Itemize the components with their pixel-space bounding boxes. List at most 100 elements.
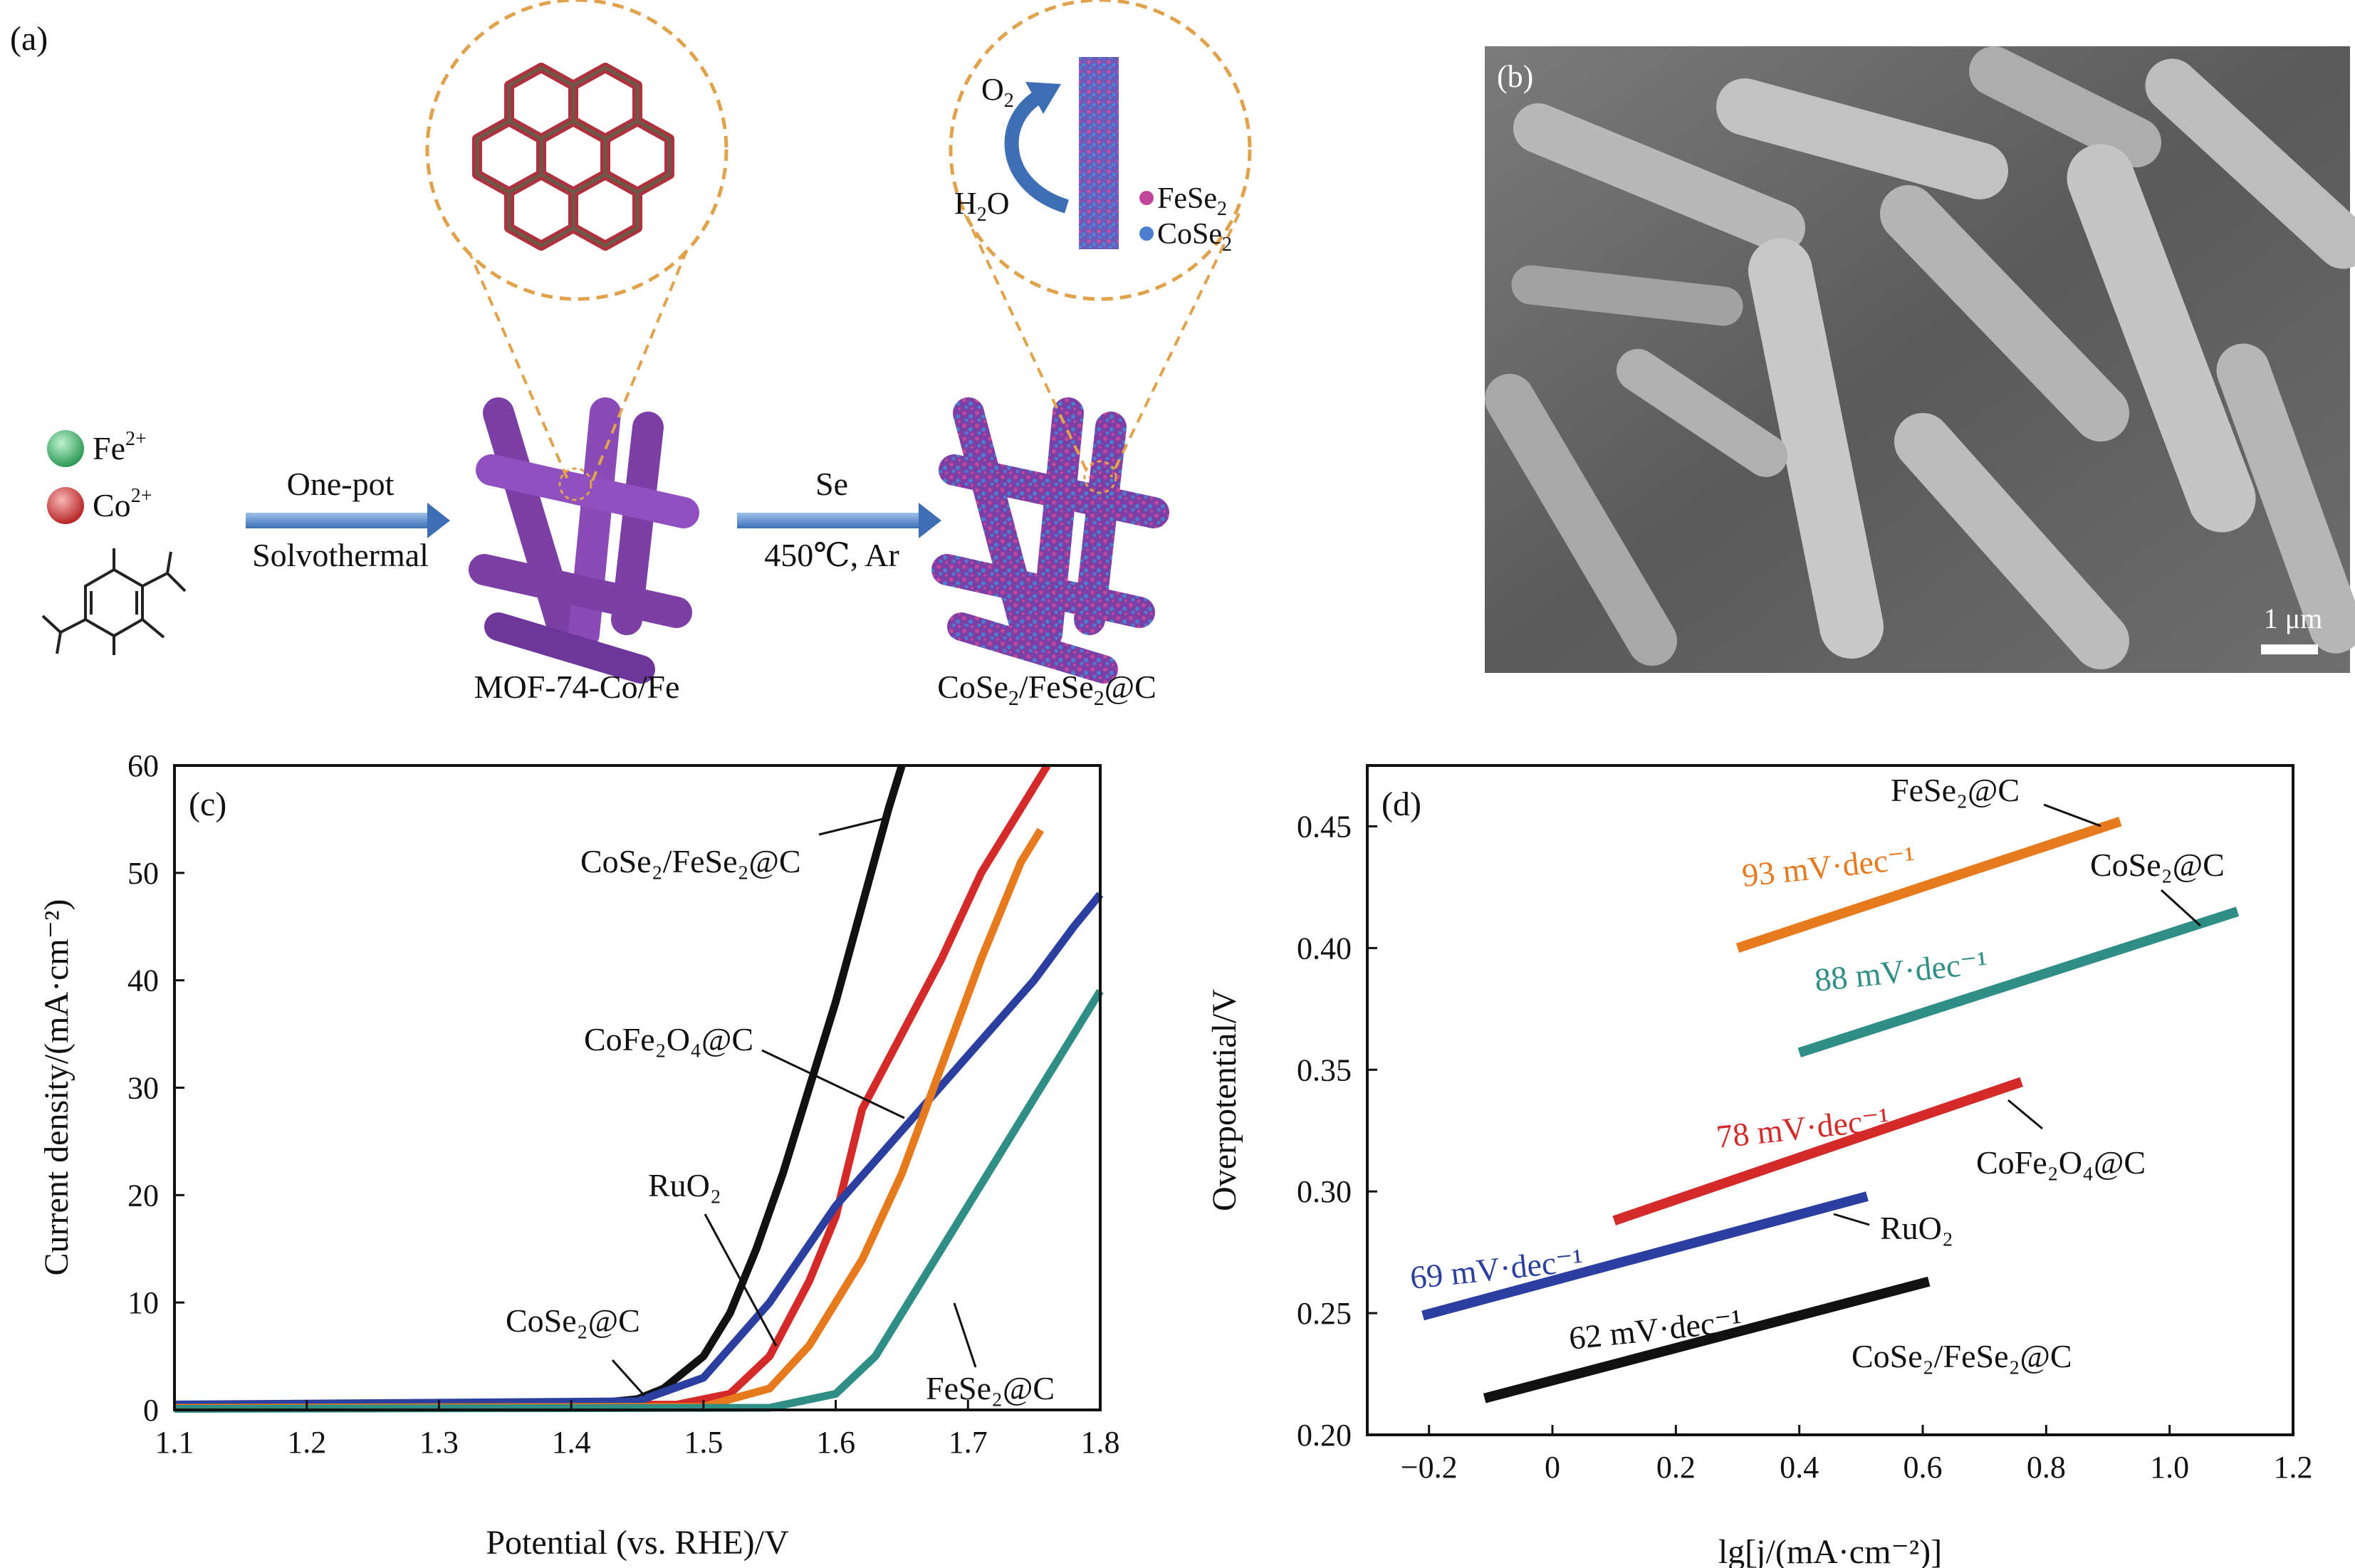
y-tick-label: 60: [127, 748, 159, 783]
co-ion-sphere: [47, 487, 84, 524]
mof-rod: [476, 454, 699, 528]
co-ion-label: Co2+: [93, 485, 152, 523]
annotation-fese2: FeSe₂@C: [926, 1370, 1055, 1406]
zoom-focus-circle: [1083, 460, 1117, 494]
x-tick-label: 1.6: [816, 1425, 855, 1460]
x-tick-label: 1.2: [2274, 1450, 2313, 1485]
sem-rod: [1513, 103, 1805, 253]
panel-d-x-ticks: −0.2 0 0.2 0.4 0.6 0.8 1.0 1.2: [1401, 1425, 2313, 1485]
y-tick-label: 0: [143, 1393, 159, 1428]
x-tick-label: 1.1: [155, 1425, 194, 1460]
panel-c-curves: [174, 763, 1104, 1413]
series-line-ruo2: [1421, 1191, 1869, 1321]
panel-a: (a) Fe2+ Co2+ One-: [10, 0, 1252, 710]
annotation-leader-ruo2: [704, 1213, 778, 1347]
sem-rod: [1511, 265, 1743, 326]
x-tick-label: 1.2: [287, 1425, 326, 1460]
mof-rod: [484, 612, 655, 684]
x-tick-label: 1.0: [2150, 1450, 2189, 1485]
oer-curved-arrow: [1004, 85, 1070, 214]
series-name-cofese: CoSe₂/FeSe₂@C: [1852, 1338, 2072, 1374]
coSe2-legend-dot: [1139, 226, 1154, 241]
series-line-cofese: [1483, 1276, 1931, 1404]
product-rod: [947, 612, 1118, 684]
series-name-ruo2: RuO₂: [1880, 1210, 1953, 1246]
sem-rod: [1716, 78, 2008, 199]
panel-c-x-ticks: 1.1 1.2 1.3 1.4 1.5 1.6 1.7 1.8: [155, 1400, 1120, 1460]
x-tick-label: 0: [1545, 1450, 1560, 1485]
sem-rod: [2216, 343, 2355, 654]
y-tick-label: 0.35: [1297, 1052, 1352, 1087]
sem-rod: [2145, 58, 2355, 269]
product-label: CoSe2/FeSe2@C: [937, 669, 1156, 710]
name-leader-cofe2o4: [2007, 1099, 2043, 1130]
co-ion: Co2+: [47, 485, 152, 524]
dobdc-linker-molecule: [41, 548, 187, 655]
panel-d-x-axis-label: lg[j/(mA·cm⁻²)]: [1718, 1533, 1942, 1568]
annotation-leader-cofe2o4: [761, 1049, 905, 1119]
intermediate-label: MOF-74-Co/Fe: [474, 669, 680, 705]
sem-rod: [1969, 46, 2161, 167]
annotation-ruo2: RuO₂: [648, 1167, 721, 1203]
product-rod: [931, 554, 1155, 628]
step2-bottom-label: 450℃, Ar: [764, 537, 899, 573]
fe-ion-label: Fe2+: [93, 428, 147, 466]
y-tick-label: 30: [127, 1071, 159, 1106]
step1-top-label: One-pot: [287, 466, 395, 502]
panel-d-lines: [1421, 816, 2240, 1404]
panel-c-label: (c): [189, 785, 226, 823]
fe-ion: Fe2+: [47, 428, 147, 467]
mof-rod-network: [469, 397, 699, 684]
fe-ion-sphere: [47, 430, 84, 467]
coSe2-legend-label: CoSe2: [1157, 218, 1232, 256]
step2-arrow-head: [919, 503, 941, 538]
name-leader-fese2: [2043, 803, 2101, 827]
o2-label: O2: [981, 72, 1014, 112]
slope-label-cofe2o4: 78 mV·dec⁻¹: [1715, 1101, 1891, 1155]
h2o-label: H2O: [954, 186, 1010, 226]
y-tick-label: 0.40: [1297, 931, 1352, 966]
annotation-leader-cofese: [818, 817, 884, 836]
y-tick-label: 0.25: [1297, 1296, 1352, 1331]
mof-rod: [469, 554, 692, 628]
x-tick-label: 1.7: [949, 1425, 988, 1460]
step1-arrow-head: [427, 503, 450, 538]
mof-framework-inner: [475, 66, 672, 248]
sem-rod: [1617, 349, 1787, 477]
annotation-cofe2o4: CoFe₂O₄@C: [584, 1021, 753, 1057]
series-line-fese2: [1735, 816, 2122, 953]
zoom-guide-line: [964, 213, 1091, 478]
step1-arrow: One-pot Solvothermal: [246, 466, 450, 573]
step1-arrow-shaft: [246, 513, 429, 528]
x-tick-label: 0.4: [1780, 1450, 1819, 1485]
series-name-fese2: FeSe₂@C: [1891, 772, 2020, 808]
y-tick-label: 20: [127, 1178, 159, 1213]
sem-rod: [1894, 413, 2129, 669]
x-tick-label: 1.8: [1081, 1425, 1120, 1460]
oer-arrow-head: [1025, 82, 1061, 114]
y-tick-label: 0.45: [1297, 809, 1352, 844]
panel-d-y-axis-label: Overpotential/V: [1206, 989, 1243, 1211]
x-tick-label: 1.3: [419, 1425, 459, 1460]
y-tick-label: 50: [127, 856, 159, 891]
product-zoom-inset: O2 H2O FeSe2 CoSe2: [949, 0, 1252, 494]
panel-b-label: (b): [1497, 59, 1533, 94]
panel-d-y-ticks: 0.20 0.25 0.30 0.35 0.40 0.45: [1297, 809, 1377, 1453]
feSe2-legend-label: FeSe2: [1157, 182, 1227, 220]
series-line-ruo2: [174, 892, 1104, 1408]
slope-label-cose2: 88 mV·dec⁻¹: [1813, 944, 1990, 998]
annotation-leader-cose2: [611, 1359, 646, 1397]
panel-d-chart: −0.2 0 0.2 0.4 0.6 0.8 1.0 1.2 0.20 0.25 0.30 0.35…: [1206, 764, 2313, 1568]
series-line-cose2: [174, 827, 1045, 1412]
sem-rod: [1748, 239, 1884, 659]
x-tick-label: 0.8: [2027, 1450, 2066, 1485]
zoom-guide-line: [1109, 213, 1241, 478]
step2-top-label: Se: [815, 466, 848, 502]
feSe2-legend-dot: [1139, 191, 1154, 205]
x-tick-label: 0.6: [1904, 1450, 1943, 1485]
scale-bar-label: 1 μm: [2264, 602, 2323, 634]
step1-bottom-label: Solvothermal: [252, 537, 429, 573]
panel-d-label: (d): [1382, 785, 1421, 823]
panel-c-y-ticks: 0 10 20 30 40 50 60: [127, 748, 184, 1428]
